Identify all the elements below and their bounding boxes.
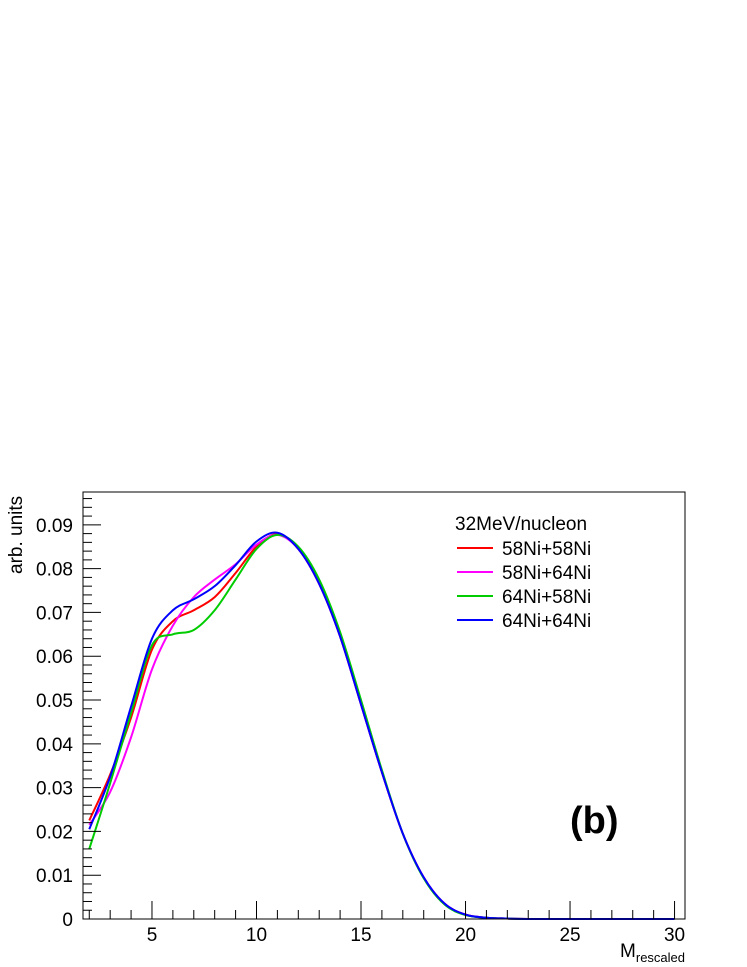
legend-label-3: 64Ni+58Ni: [502, 587, 591, 608]
x-tick-label: 10: [246, 925, 267, 946]
y-tick-label: 0.06: [36, 647, 73, 668]
x-tick-label: 15: [350, 925, 371, 946]
legend-label-4: 64Ni+64Ni: [502, 611, 591, 632]
x-axis-title: Mrescaled: [620, 941, 685, 965]
y-tick-label: 0.02: [36, 822, 73, 843]
y-tick-label: 0.04: [36, 735, 73, 756]
panel-label: (b): [570, 800, 619, 842]
y-tick-label: 0.01: [36, 866, 73, 887]
x-tick-label: 30: [664, 925, 685, 946]
x-axis-title-subscript: rescaled: [636, 950, 685, 965]
y-tick-label: 0.07: [36, 603, 73, 624]
y-tick-label: 0: [62, 910, 73, 931]
legend-title: 32MeV/nucleon: [455, 514, 587, 535]
legend-label-1: 58Ni+58Ni: [502, 539, 591, 560]
x-tick-label: 5: [147, 925, 158, 946]
x-axis-title-main: M: [620, 941, 636, 962]
y-tick-label: 0.03: [36, 779, 73, 800]
axis-layer: 5 10 15 20 25 30 0 0.01 0.02 0.03 0.04 0.05 0.06 0.07…: [36, 498, 685, 946]
y-tick-label: 0.08: [36, 560, 73, 581]
x-tick-label: 20: [455, 925, 476, 946]
y-axis-title: arb. units: [6, 496, 27, 574]
y-tick-label: 0.05: [36, 691, 73, 712]
plot-frame: [82, 491, 686, 920]
legend-label-2: 58Ni+64Ni: [502, 563, 591, 584]
y-tick-label: 0.09: [36, 516, 73, 537]
legend: 32MeV/nucleon 58Ni+58Ni 58Ni+64Ni 64Ni+58N…: [455, 514, 591, 632]
x-tick-label: 25: [559, 925, 580, 946]
